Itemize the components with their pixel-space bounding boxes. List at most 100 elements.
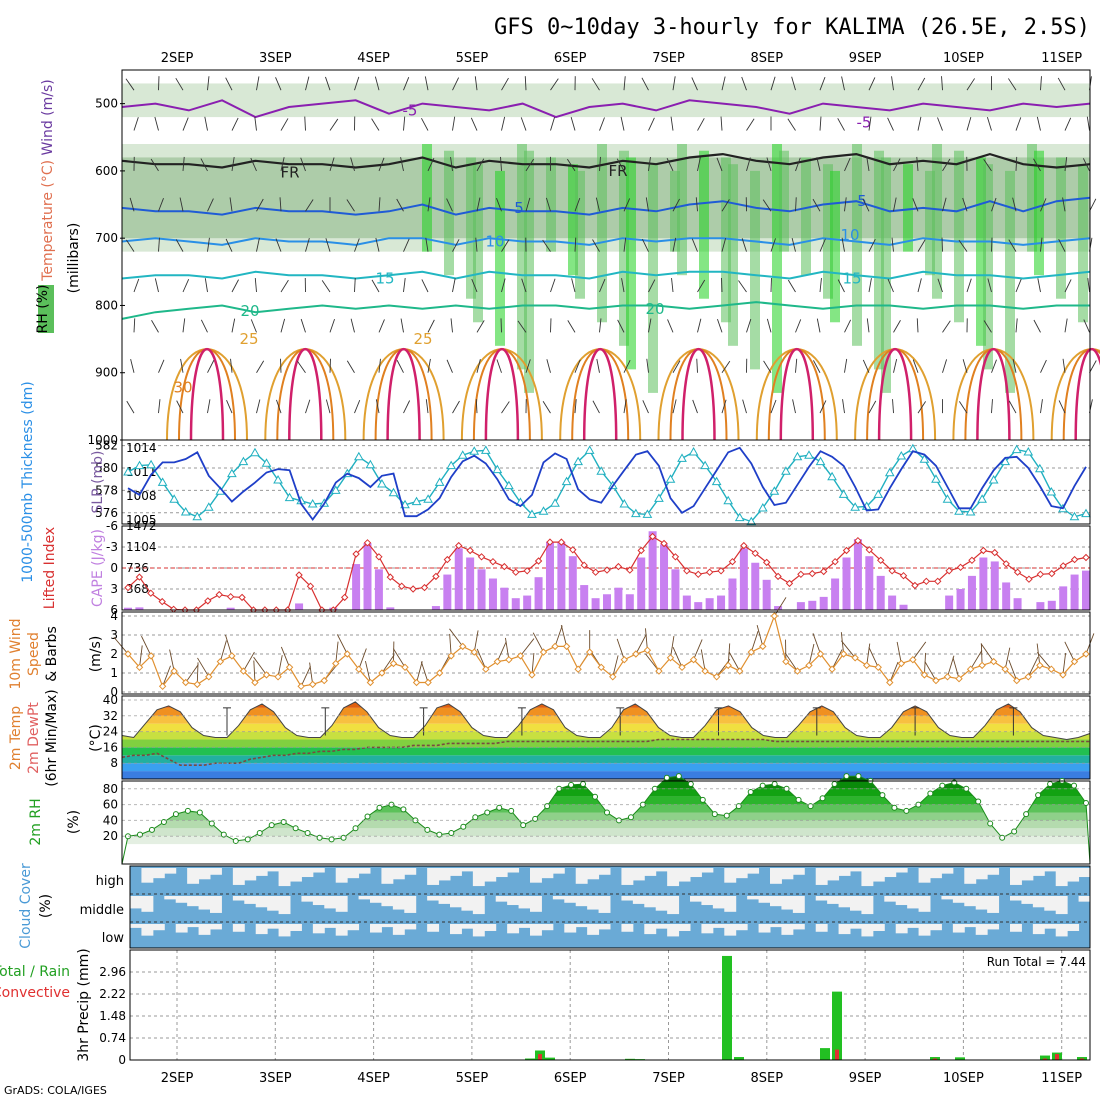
cape-bar <box>545 541 554 610</box>
cloud-cover-panel: high middle low <box>80 865 1091 949</box>
y-tick-label: 578 <box>95 483 118 497</box>
wind-barb <box>844 197 847 212</box>
rh-column <box>1078 164 1088 323</box>
wind-barb <box>700 649 706 672</box>
wind-barb <box>672 76 676 91</box>
wind-barb <box>392 648 406 668</box>
wind-barb <box>599 156 601 171</box>
rh-column <box>976 157 986 346</box>
wind-barb <box>1082 158 1090 172</box>
wind-speed-marker <box>712 673 721 681</box>
thickness-ylabel: 1000-500mb Thickness (dm) <box>20 381 36 582</box>
wind-barb <box>250 319 257 333</box>
slp-marker <box>307 498 318 508</box>
rh-column <box>801 157 811 276</box>
cloud-clear-block <box>1055 896 1068 915</box>
wind-barb <box>253 656 267 676</box>
wind-speed-marker <box>597 663 605 672</box>
isotherm-label: 25 <box>239 330 258 348</box>
wind-barb <box>1033 158 1041 172</box>
cloud-clear-block <box>861 924 874 937</box>
lifted-index-marker <box>934 577 942 586</box>
y-tick-label: 500 <box>95 97 118 111</box>
cloud-clear-block <box>210 896 222 913</box>
lifted-index-marker <box>671 553 680 561</box>
wind-speed-marker <box>943 673 952 681</box>
rh-marker <box>819 795 826 802</box>
wind-barb <box>819 400 827 414</box>
cloud-clear-block <box>621 896 634 901</box>
wind-barb <box>1015 278 1022 293</box>
cloud-clear-block <box>232 924 245 932</box>
wind-speed-marker <box>816 650 825 658</box>
slp-marker <box>792 451 803 461</box>
isotherm-line <box>121 270 1091 280</box>
wind-barb <box>151 320 159 333</box>
wind-barb <box>474 76 478 91</box>
cape-bar <box>853 539 862 610</box>
cloud-clear-block <box>964 868 977 884</box>
wind-barb <box>841 76 845 91</box>
cape-bar <box>819 596 828 610</box>
wind-barb <box>496 198 502 212</box>
wind-barb <box>592 400 600 414</box>
lifted-index-marker <box>888 567 896 575</box>
cloud-clear-block <box>244 868 257 881</box>
rh-marker <box>604 809 610 816</box>
wind-speed-marker <box>736 667 744 675</box>
lifted-index-marker <box>523 567 531 575</box>
wind-barb <box>154 116 159 131</box>
cloud-clear-block <box>358 868 371 874</box>
cloud-clear-block <box>541 868 554 879</box>
slp-marker <box>596 466 607 475</box>
rh-marker <box>580 781 587 788</box>
wind-barb <box>280 118 289 131</box>
wind-speed-marker <box>401 663 409 672</box>
y-tick-label: 60 <box>103 798 118 812</box>
cloud-clear-block <box>255 868 268 876</box>
cloud-clear-block <box>1055 924 1068 937</box>
ylabel-part: Temperature (°C) <box>40 160 56 282</box>
wind-barb <box>1062 653 1067 675</box>
cloud-clear-block <box>598 896 611 913</box>
lifted-index-marker <box>979 546 988 555</box>
wind10-ylabel-2: Speed <box>26 632 42 676</box>
cape-bar <box>1002 582 1011 610</box>
cloud-clear-block <box>701 924 714 934</box>
y-tick-label: 2.22 <box>99 987 126 1001</box>
wind-speed-marker <box>932 676 940 685</box>
wind-barb <box>746 157 751 172</box>
wind-barb <box>570 116 576 131</box>
wind-speed-marker <box>632 650 640 658</box>
wind-barb <box>305 199 314 212</box>
top-date-label: 7SEP <box>652 51 685 66</box>
cloud-clear-block <box>324 896 337 909</box>
slp-marker <box>896 450 907 460</box>
cape-bar <box>352 564 361 610</box>
wind-barb <box>517 320 527 333</box>
cloud-clear-block <box>370 896 382 903</box>
wind-barb <box>916 156 919 171</box>
cloud-clear-block <box>987 924 1000 930</box>
slp-marker <box>573 456 584 466</box>
slp-marker <box>781 466 791 475</box>
wind-barb <box>983 320 992 333</box>
lifted-index-marker <box>865 546 874 554</box>
wind-barb <box>696 358 698 373</box>
wind-barb <box>697 279 706 293</box>
wind-barb <box>691 238 698 252</box>
slp-marker <box>1081 508 1091 518</box>
rh-marker <box>376 804 383 811</box>
wind-barb <box>378 157 385 172</box>
wind-barb <box>966 278 972 293</box>
run-total-label: Run Total = 7.44 <box>987 955 1086 969</box>
precip-panel: 2.96 2.22 1.48 0.74 0 Run Total = 7.44 <box>99 949 1091 1067</box>
wind-speed-marker <box>505 655 513 664</box>
slp-marker <box>1069 511 1080 521</box>
wind-barb <box>795 358 798 373</box>
cloud-clear-block <box>472 924 485 937</box>
lifted-index-marker <box>158 597 166 606</box>
slp-marker <box>688 446 699 456</box>
cape-bar <box>967 575 976 610</box>
wind-barb <box>554 625 563 647</box>
